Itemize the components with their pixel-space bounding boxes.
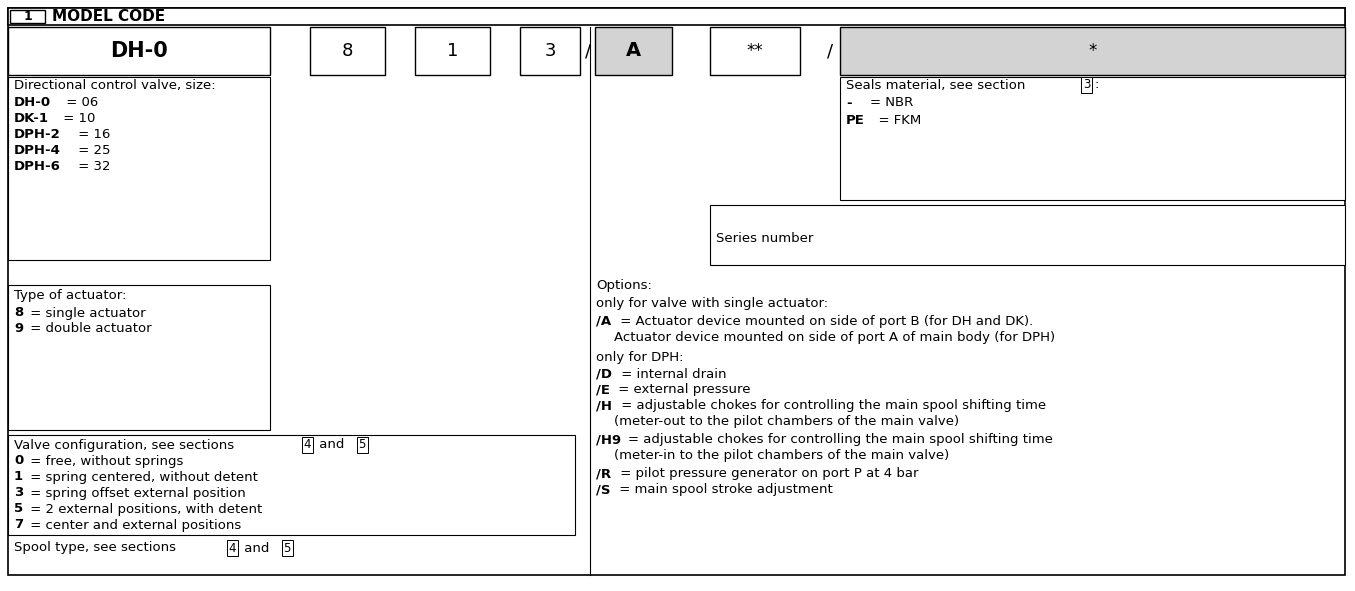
Text: /H: /H — [596, 400, 612, 413]
Text: PE: PE — [846, 115, 864, 128]
Text: 5: 5 — [359, 439, 366, 452]
Text: = single actuator: = single actuator — [26, 307, 145, 320]
Text: /S: /S — [596, 483, 611, 496]
Bar — [595, 27, 672, 75]
Text: (meter-out to the pilot chambers of the main valve): (meter-out to the pilot chambers of the … — [614, 415, 959, 428]
Bar — [840, 27, 1346, 75]
Text: A: A — [626, 41, 641, 60]
Text: :: : — [1095, 79, 1099, 92]
Text: = 06: = 06 — [62, 96, 98, 109]
Text: = spring centered, without detent: = spring centered, without detent — [26, 470, 257, 483]
Text: **: ** — [747, 42, 763, 60]
Text: = pilot pressure generator on port P at 4 bar: = pilot pressure generator on port P at … — [615, 467, 919, 480]
Text: = 32: = 32 — [75, 161, 111, 174]
Text: /R: /R — [596, 467, 611, 480]
Text: = 16: = 16 — [75, 128, 111, 141]
Text: Directional control valve, size:: Directional control valve, size: — [14, 79, 215, 92]
Text: /: / — [827, 42, 833, 60]
Text: (meter-in to the pilot chambers of the main valve): (meter-in to the pilot chambers of the m… — [614, 450, 950, 463]
Text: 1: 1 — [447, 42, 458, 60]
Text: = 10: = 10 — [60, 112, 96, 125]
Text: 3: 3 — [545, 42, 556, 60]
Text: Actuator device mounted on side of port A of main body (for DPH): Actuator device mounted on side of port … — [614, 330, 1056, 343]
Text: 8: 8 — [14, 307, 23, 320]
Text: = external pressure: = external pressure — [614, 384, 751, 397]
Text: 8: 8 — [341, 42, 354, 60]
Text: = FKM: = FKM — [870, 115, 921, 128]
Text: = free, without springs: = free, without springs — [26, 454, 183, 467]
Text: 5: 5 — [283, 541, 291, 554]
Text: MODEL CODE: MODEL CODE — [51, 9, 165, 24]
Text: 4: 4 — [304, 439, 312, 452]
Text: Options:: Options: — [596, 278, 652, 291]
Text: only for DPH:: only for DPH: — [596, 352, 683, 365]
Bar — [9, 10, 45, 23]
Bar — [840, 77, 1346, 200]
Text: = internal drain: = internal drain — [617, 368, 726, 381]
Bar — [415, 27, 491, 75]
Bar — [710, 27, 799, 75]
Bar — [310, 27, 385, 75]
Text: Seals material, see section: Seals material, see section — [846, 79, 1030, 92]
Text: = 25: = 25 — [75, 145, 111, 157]
Text: 4: 4 — [229, 541, 236, 554]
Text: DPH-6: DPH-6 — [14, 161, 61, 174]
Text: /H9: /H9 — [596, 434, 621, 446]
Text: Series number: Series number — [715, 232, 813, 245]
Text: = NBR: = NBR — [854, 96, 913, 109]
Text: Type of actuator:: Type of actuator: — [14, 288, 126, 301]
Text: 3: 3 — [14, 486, 23, 499]
Text: /E: /E — [596, 384, 610, 397]
Text: /D: /D — [596, 368, 612, 381]
Text: = 2 external positions, with detent: = 2 external positions, with detent — [26, 502, 262, 515]
Text: Spool type, see sections: Spool type, see sections — [14, 541, 180, 554]
Text: = adjustable chokes for controlling the main spool shifting time: = adjustable chokes for controlling the … — [629, 434, 1053, 446]
Text: DPH-4: DPH-4 — [14, 145, 61, 157]
Bar — [8, 27, 270, 75]
Text: 9: 9 — [14, 323, 23, 336]
Text: 0: 0 — [14, 454, 23, 467]
Text: = center and external positions: = center and external positions — [26, 518, 241, 531]
Text: DPH-2: DPH-2 — [14, 128, 61, 141]
Text: *: * — [1088, 42, 1096, 60]
Bar — [520, 27, 580, 75]
Text: DH-0: DH-0 — [110, 41, 168, 61]
Text: and: and — [240, 541, 274, 554]
Bar — [8, 77, 270, 260]
Text: = spring offset external position: = spring offset external position — [26, 486, 245, 499]
Text: 1: 1 — [14, 470, 23, 483]
Text: = Actuator device mounted on side of port B (for DH and DK).: = Actuator device mounted on side of por… — [615, 314, 1033, 327]
Text: 5: 5 — [14, 502, 23, 515]
Text: /: / — [585, 42, 591, 60]
Text: = double actuator: = double actuator — [26, 323, 152, 336]
Text: only for valve with single actuator:: only for valve with single actuator: — [596, 297, 828, 310]
Bar — [8, 435, 575, 535]
Text: = adjustable chokes for controlling the main spool shifting time: = adjustable chokes for controlling the … — [617, 400, 1046, 413]
Bar — [710, 205, 1346, 265]
Text: 1: 1 — [23, 10, 33, 23]
Text: = main spool stroke adjustment: = main spool stroke adjustment — [615, 483, 832, 496]
Text: DH-0: DH-0 — [14, 96, 51, 109]
Text: 7: 7 — [14, 518, 23, 531]
Text: /A: /A — [596, 314, 611, 327]
Text: and: and — [316, 439, 348, 452]
Text: Valve configuration, see sections: Valve configuration, see sections — [14, 439, 238, 452]
Text: 3: 3 — [1083, 79, 1091, 92]
Bar — [8, 285, 270, 430]
Text: DK-1: DK-1 — [14, 112, 49, 125]
Text: -: - — [846, 96, 852, 109]
Bar — [8, 8, 1346, 25]
